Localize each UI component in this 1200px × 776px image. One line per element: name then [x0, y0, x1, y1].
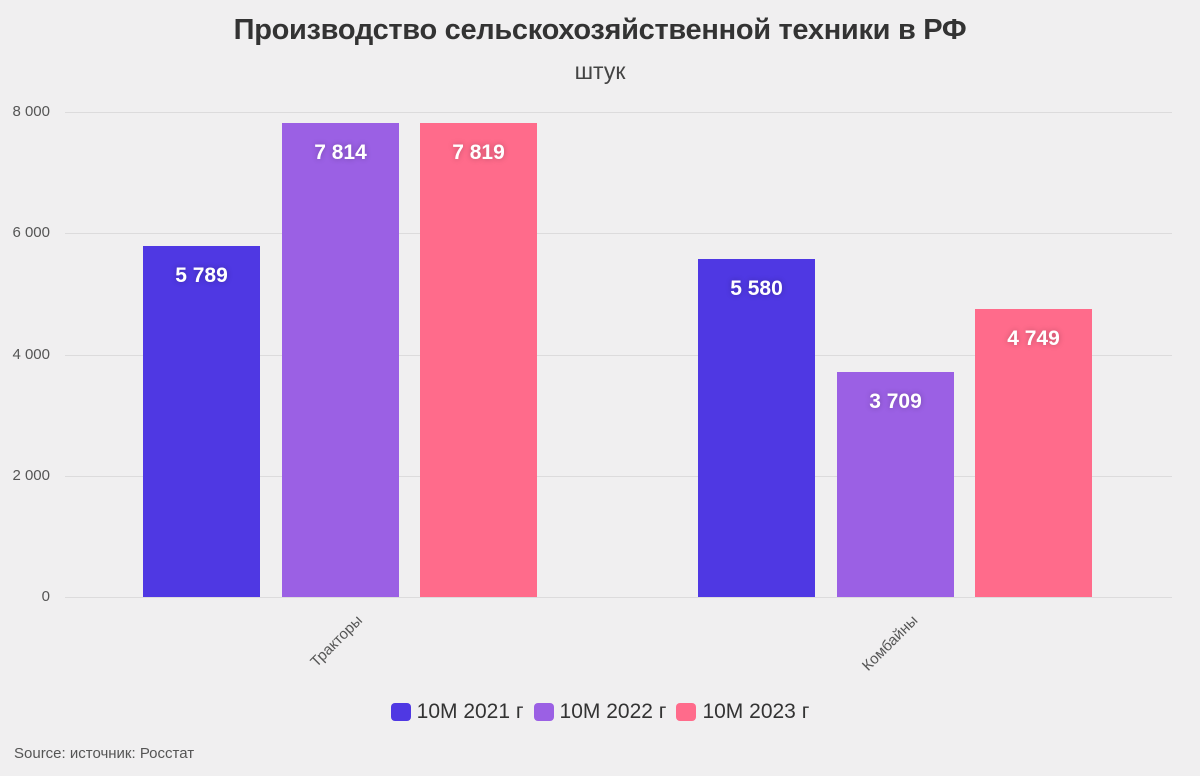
y-tick-label: 2 000 — [12, 467, 50, 484]
bar-value-label: 7 814 — [314, 141, 367, 164]
gridline — [65, 355, 1172, 356]
legend-swatch-icon — [390, 703, 411, 721]
bar-value-label: 3 709 — [869, 390, 922, 413]
bar[interactable]: 7 819 — [420, 123, 537, 597]
bar[interactable]: 5 789 — [143, 246, 260, 597]
source-note: Source: источник: Росстат — [14, 745, 195, 762]
gridline — [65, 112, 1172, 113]
legend-label: 10М 2023 г — [702, 700, 810, 723]
bar[interactable]: 4 749 — [975, 309, 1092, 597]
gridline — [65, 597, 1172, 598]
legend-swatch-icon — [676, 703, 697, 721]
bar[interactable]: 5 580 — [698, 259, 815, 597]
bar-value-label: 5 580 — [730, 277, 783, 300]
legend-label: 10М 2022 г — [559, 700, 667, 723]
x-category-label: Тракторы — [307, 612, 367, 671]
bar[interactable]: 3 709 — [837, 372, 954, 597]
bar[interactable]: 7 814 — [282, 123, 399, 597]
chart-title: Производство сельскохозяйственной техник… — [233, 14, 967, 46]
y-tick-label: 4 000 — [12, 346, 50, 363]
gridline — [65, 233, 1172, 234]
bar-value-label: 7 819 — [452, 141, 505, 164]
y-tick-label: 6 000 — [12, 224, 50, 241]
y-tick-label: 8 000 — [12, 103, 50, 120]
x-category-label: Комбайны — [858, 612, 922, 675]
legend-label: 10М 2021 г — [416, 700, 524, 723]
bar-value-label: 5 789 — [175, 264, 228, 287]
bar-value-label: 4 749 — [1007, 327, 1060, 350]
legend-swatch-icon — [533, 703, 554, 721]
legend-item[interactable]: 10М 2023 г — [676, 700, 809, 724]
gridline — [65, 476, 1172, 477]
y-tick-label: 0 — [41, 588, 50, 605]
legend-item[interactable]: 10М 2021 г — [390, 700, 524, 724]
legend-item[interactable]: 10М 2022 г — [533, 700, 667, 724]
legend: 10М 2021 г 10М 2022 г 10М 2023 г — [0, 700, 1200, 724]
chart-subtitle: штук — [574, 58, 626, 84]
